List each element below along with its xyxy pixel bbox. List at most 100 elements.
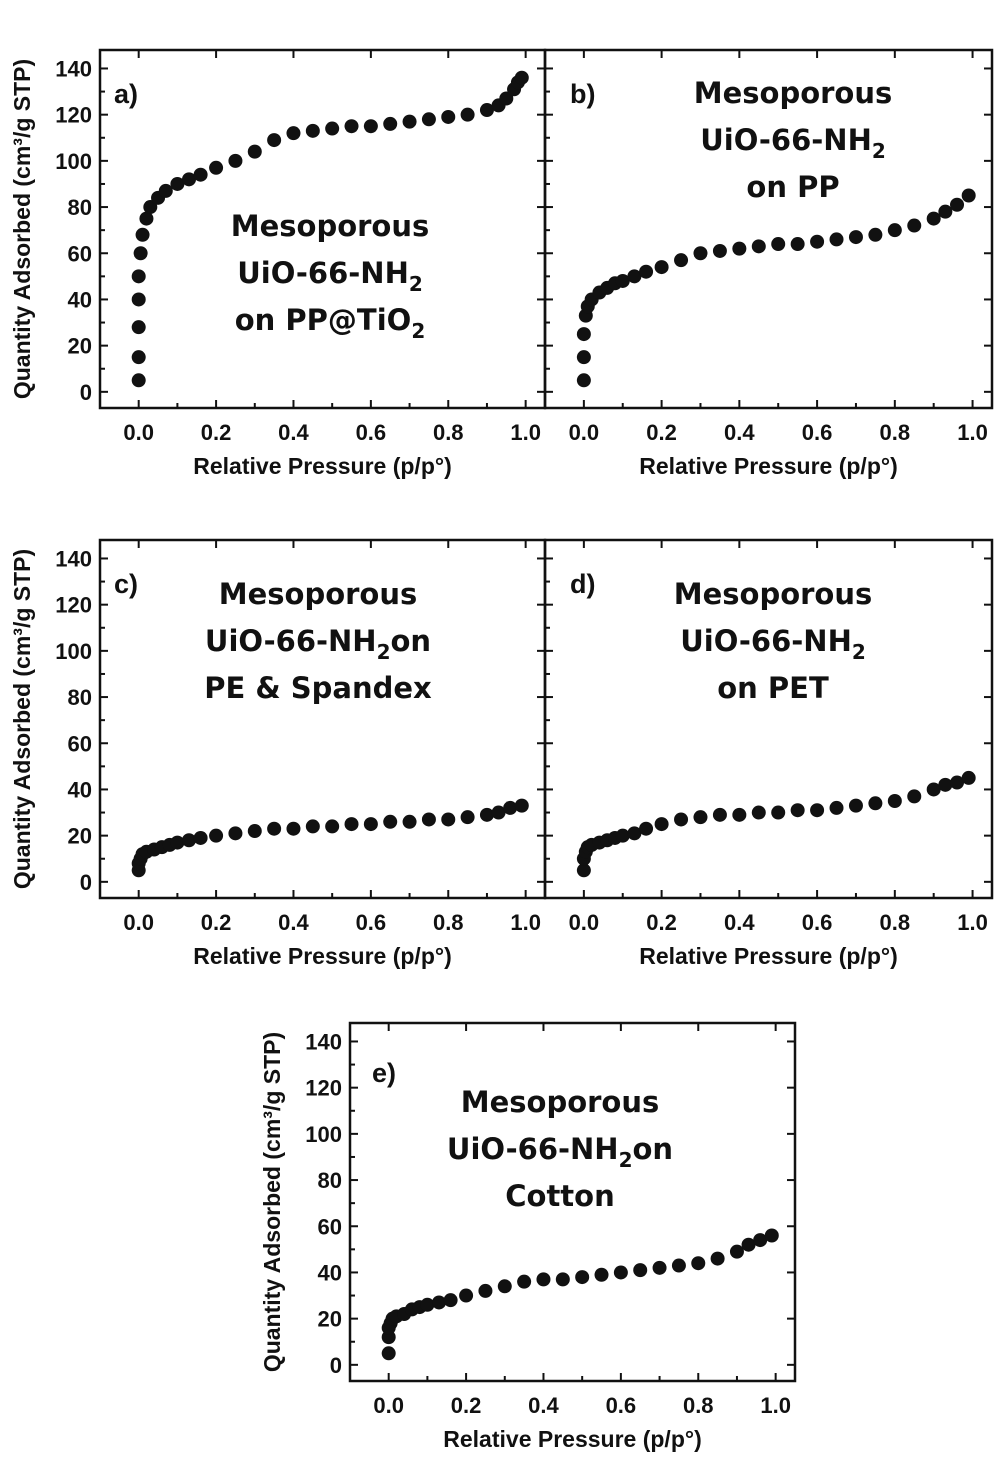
annotation-line: PE & Spandex: [204, 671, 432, 705]
data-point: [615, 273, 630, 288]
data-point: [654, 817, 669, 832]
annotation-line: Mesoporous: [674, 577, 873, 611]
data-point: [441, 109, 456, 124]
x-tick-label: 0.2: [646, 420, 677, 445]
data-point: [790, 803, 805, 818]
data-point: [182, 172, 196, 187]
data-point: [938, 204, 953, 219]
x-tick-label: 0.0: [123, 910, 154, 935]
y-tick-label: 20: [318, 1307, 342, 1332]
data-point: [674, 253, 689, 268]
data-point: [344, 119, 359, 134]
data-point: [443, 1293, 458, 1308]
isotherm-series: [381, 1228, 779, 1361]
x-tick-label: 1.0: [510, 420, 541, 445]
x-tick-label: 0.8: [683, 1393, 714, 1418]
y-tick-label: 140: [55, 546, 92, 571]
x-tick-label: 0.4: [278, 420, 309, 445]
annotation-line: Cotton: [505, 1179, 615, 1213]
y-tick-label: 60: [318, 1214, 342, 1239]
annotation-line: on PET: [717, 671, 829, 705]
data-point: [691, 1256, 706, 1271]
x-tick-label: 0.2: [451, 1393, 482, 1418]
data-point: [344, 817, 359, 832]
panel-d: 0.0 0.2 0.4 0.6 0.8 1.0 Relative Pressure (p/p…: [543, 538, 994, 969]
data-point: [576, 350, 591, 365]
isotherm-series: [576, 770, 976, 878]
data-point: [135, 227, 150, 242]
data-point: [131, 269, 146, 284]
data-point: [131, 320, 146, 335]
data-point: [131, 292, 146, 307]
annotation-line: UiO-66-NH2: [680, 624, 866, 664]
sample-annotation: Mesoporous UiO-66-NH2on PE & Spandex: [204, 577, 432, 705]
data-point: [926, 211, 941, 226]
annotation-line: Mesoporous: [231, 209, 430, 243]
panel-label: e): [372, 1058, 396, 1088]
x-tick-label: 0.8: [433, 420, 464, 445]
data-point: [209, 828, 224, 843]
annotation-line: Mesoporous: [694, 76, 893, 110]
x-tick-label: 0.6: [802, 420, 833, 445]
x-tick-label: 0.0: [569, 910, 600, 935]
annotation-line: UiO-66-NH2: [700, 123, 886, 163]
data-point: [286, 126, 301, 141]
y-tick-label: 80: [68, 685, 92, 710]
data-point: [363, 817, 378, 832]
data-point: [576, 373, 591, 388]
data-point: [193, 167, 208, 182]
y-axis-title: Quantity Adsorbed (cm³/g STP): [9, 59, 35, 399]
x-tick-label: 1.0: [957, 420, 988, 445]
y-tick-label: 140: [305, 1029, 342, 1054]
x-axis-title: Relative Pressure (p/p°): [443, 1426, 701, 1452]
data-point: [514, 798, 529, 813]
data-point: [575, 1270, 590, 1285]
annotation-line: on PP@TiO2: [235, 303, 425, 343]
x-tick-label: 0.8: [880, 420, 911, 445]
data-point: [693, 246, 708, 261]
data-point: [133, 246, 148, 261]
data-point: [639, 821, 654, 836]
y-tick-label: 40: [68, 777, 92, 802]
y-axis-title: Quantity Adsorbed (cm³/g STP): [9, 549, 35, 889]
y-tick-label: 60: [68, 731, 92, 756]
data-point: [764, 1228, 779, 1243]
data-point: [555, 1272, 570, 1287]
plot-frame: [543, 48, 994, 410]
panel-a: 0.0 0.2 0.4 0.6 0.8 1.0 0 20 40 60 80 100 120 140 Rela…: [9, 48, 547, 479]
annotation-line: Mesoporous: [219, 577, 418, 611]
x-tick-label: 0.2: [201, 420, 232, 445]
data-point: [514, 70, 529, 85]
data-point: [938, 777, 953, 792]
y-tick-label: 80: [68, 195, 92, 220]
data-point: [420, 1297, 435, 1312]
data-point: [829, 232, 844, 247]
x-tick-label: 0.0: [123, 420, 154, 445]
annotation-line: UiO-66-NH2on: [447, 1132, 673, 1172]
data-point: [228, 826, 243, 841]
y-tick-label: 120: [55, 593, 92, 618]
data-point: [771, 237, 786, 252]
y-tick-label: 120: [55, 103, 92, 128]
data-point: [383, 116, 398, 131]
data-point: [478, 1283, 493, 1298]
x-tick-label: 0.0: [373, 1393, 404, 1418]
data-point: [594, 1267, 609, 1282]
data-point: [363, 119, 378, 134]
data-point: [753, 1233, 768, 1248]
data-point: [402, 114, 417, 129]
x-axis-title: Relative Pressure (p/p°): [193, 453, 451, 479]
x-axis-title: Relative Pressure (p/p°): [193, 943, 451, 969]
data-point: [325, 819, 340, 834]
x-tick-label: 0.8: [433, 910, 464, 935]
data-point: [209, 160, 224, 175]
data-point: [479, 807, 494, 822]
data-point: [654, 260, 669, 275]
data-point: [131, 350, 146, 365]
annotation-line: Mesoporous: [461, 1085, 660, 1119]
data-point: [460, 810, 475, 825]
data-point: [381, 1346, 396, 1361]
data-point: [751, 805, 766, 820]
data-point: [170, 176, 185, 191]
panel-label: c): [114, 569, 138, 599]
